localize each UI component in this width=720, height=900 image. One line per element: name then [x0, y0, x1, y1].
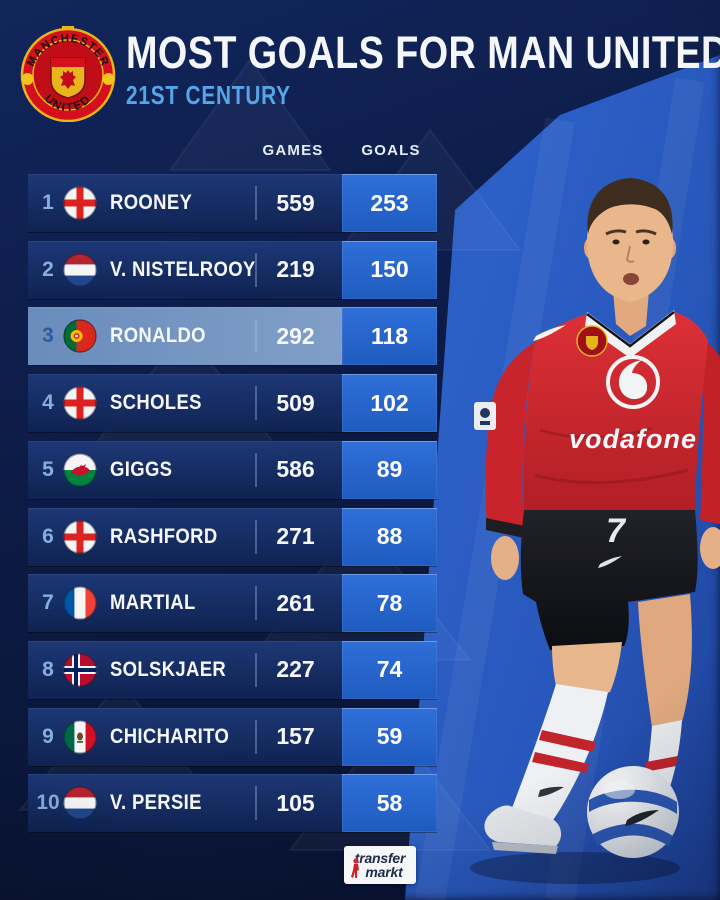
- brand-text-bottom: markt: [365, 864, 403, 880]
- brand-text-top: transfer: [354, 850, 406, 866]
- brand-player-figure-icon: [351, 858, 359, 878]
- transfermarkt-logo: transfer markt: [344, 846, 416, 884]
